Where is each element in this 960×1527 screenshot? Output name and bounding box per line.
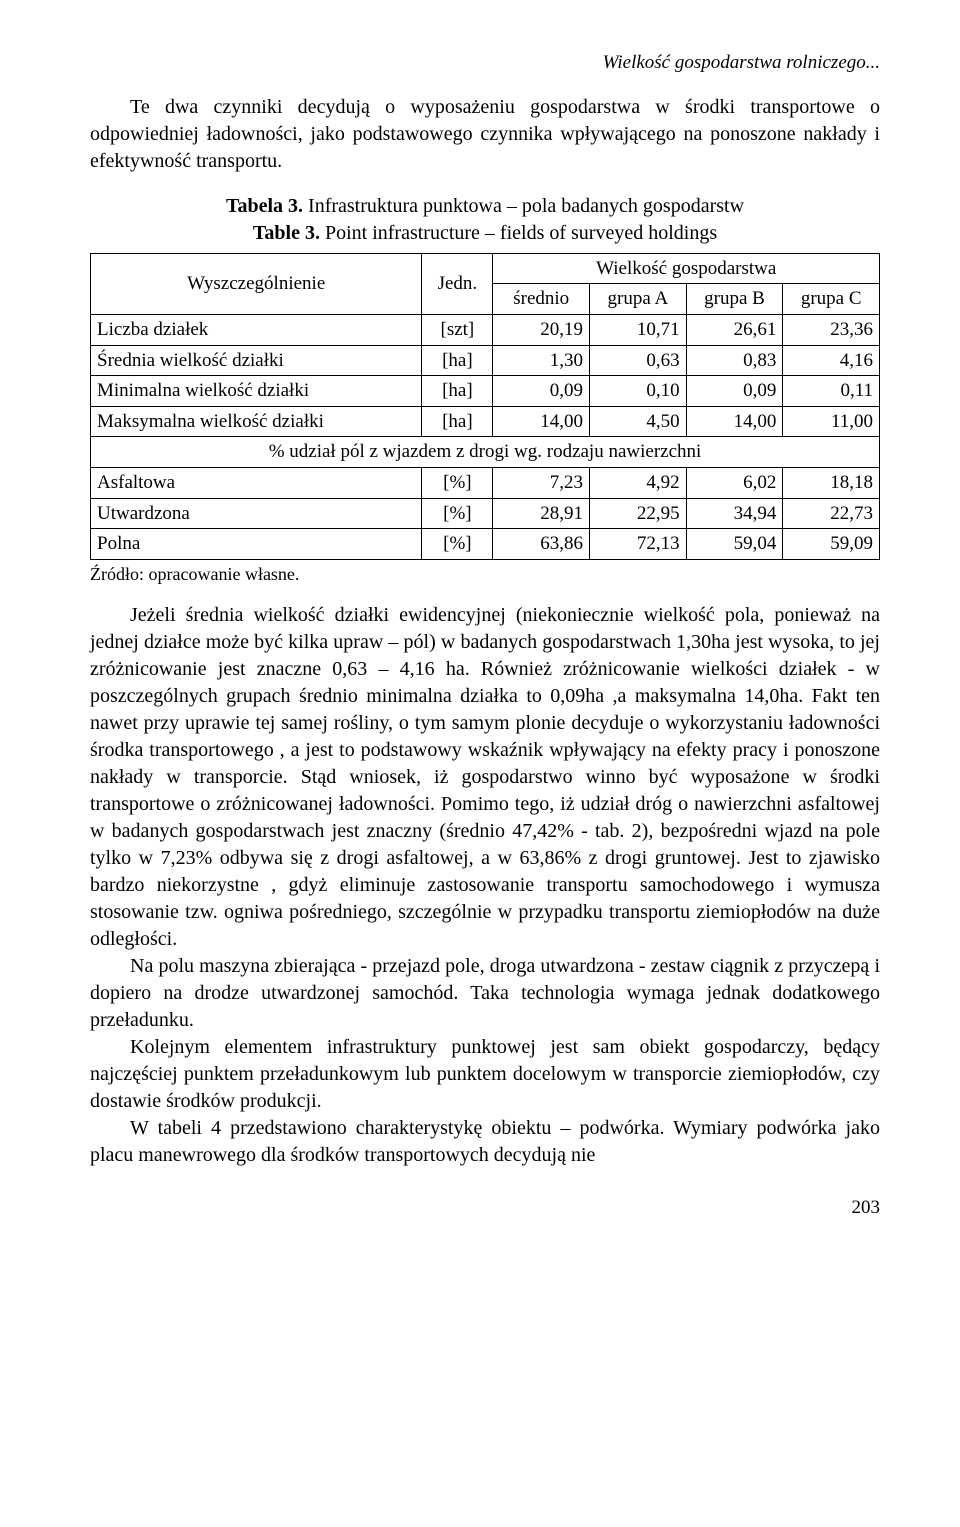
caption-title-pl: Infrastruktura punktowa – pola badanych … [308, 195, 744, 217]
row-value: 4,92 [590, 468, 687, 499]
row-value: 14,00 [686, 406, 783, 437]
table-header-row-1: Wyszczególnienie Jedn. Wielkość gospodar… [91, 253, 880, 284]
row-label: Maksymalna wielkość działki [91, 406, 422, 437]
table-row: Asfaltowa[%]7,234,926,0218,18 [91, 468, 880, 499]
row-value: 0,09 [686, 376, 783, 407]
row-unit: [szt] [422, 314, 493, 345]
row-value: 11,00 [783, 406, 880, 437]
table-row: Utwardzona[%]28,9122,9534,9422,73 [91, 498, 880, 529]
row-value: 1,30 [493, 345, 590, 376]
row-label: Polna [91, 529, 422, 560]
row-value: 7,23 [493, 468, 590, 499]
row-unit: [ha] [422, 345, 493, 376]
row-label: Liczba działek [91, 314, 422, 345]
caption-label-pl: Tabela 3. [226, 195, 303, 217]
row-value: 23,36 [783, 314, 880, 345]
row-value: 10,71 [590, 314, 687, 345]
row-label: Utwardzona [91, 498, 422, 529]
header-col2: Jedn. [422, 253, 493, 314]
paragraph-intro: Te dwa czynniki decydują o wyposażeniu g… [90, 94, 880, 175]
paragraph-4: Kolejnym elementem infrastruktury punkto… [90, 1034, 880, 1115]
row-label: Minimalna wielkość działki [91, 376, 422, 407]
caption-label-en: Table 3. [253, 222, 320, 244]
row-unit: [ha] [422, 406, 493, 437]
running-head: Wielkość gospodarstwa rolniczego... [90, 50, 880, 76]
row-label: Asfaltowa [91, 468, 422, 499]
subheader-2: grupa B [686, 284, 783, 315]
table-caption: Tabela 3. Infrastruktura punktowa – pola… [90, 193, 880, 247]
table-row: Polna[%]63,8672,1359,0459,09 [91, 529, 880, 560]
subheader-3: grupa C [783, 284, 880, 315]
row-value: 14,00 [493, 406, 590, 437]
table-mid-span-row: % udział pól z wjazdem z drogi wg. rodza… [91, 437, 880, 468]
row-value: 4,16 [783, 345, 880, 376]
table-row: Średnia wielkość działki[ha]1,300,630,83… [91, 345, 880, 376]
row-value: 59,09 [783, 529, 880, 560]
row-unit: [%] [422, 468, 493, 499]
table-row: Maksymalna wielkość działki[ha]14,004,50… [91, 406, 880, 437]
paragraph-2: Jeżeli średnia wielkość działki ewidency… [90, 602, 880, 953]
table-infrastructure: Wyszczególnienie Jedn. Wielkość gospodar… [90, 253, 880, 560]
row-value: 18,18 [783, 468, 880, 499]
table-row: Liczba działek[szt]20,1910,7126,6123,36 [91, 314, 880, 345]
paragraph-3: Na polu maszyna zbierająca - przejazd po… [90, 953, 880, 1034]
row-value: 72,13 [590, 529, 687, 560]
row-value: 22,95 [590, 498, 687, 529]
row-unit: [%] [422, 529, 493, 560]
header-col1: Wyszczególnienie [91, 253, 422, 314]
row-value: 22,73 [783, 498, 880, 529]
paragraph-5: W tabeli 4 przedstawiono charakterystykę… [90, 1115, 880, 1169]
row-value: 26,61 [686, 314, 783, 345]
row-value: 0,11 [783, 376, 880, 407]
row-value: 63,86 [493, 529, 590, 560]
row-value: 0,09 [493, 376, 590, 407]
header-group: Wielkość gospodarstwa [493, 253, 880, 284]
subheader-0: średnio [493, 284, 590, 315]
row-value: 0,63 [590, 345, 687, 376]
row-value: 34,94 [686, 498, 783, 529]
table-source: Źródło: opracowanie własne. [90, 562, 880, 586]
row-value: 59,04 [686, 529, 783, 560]
row-value: 28,91 [493, 498, 590, 529]
subheader-1: grupa A [590, 284, 687, 315]
row-value: 20,19 [493, 314, 590, 345]
row-value: 6,02 [686, 468, 783, 499]
row-unit: [%] [422, 498, 493, 529]
row-unit: [ha] [422, 376, 493, 407]
row-value: 0,83 [686, 345, 783, 376]
row-label: Średnia wielkość działki [91, 345, 422, 376]
caption-title-en: Point infrastructure – fields of surveye… [325, 222, 717, 244]
row-value: 4,50 [590, 406, 687, 437]
page-number: 203 [90, 1195, 880, 1221]
mid-span-cell: % udział pól z wjazdem z drogi wg. rodza… [91, 437, 880, 468]
row-value: 0,10 [590, 376, 687, 407]
table-row: Minimalna wielkość działki[ha]0,090,100,… [91, 376, 880, 407]
